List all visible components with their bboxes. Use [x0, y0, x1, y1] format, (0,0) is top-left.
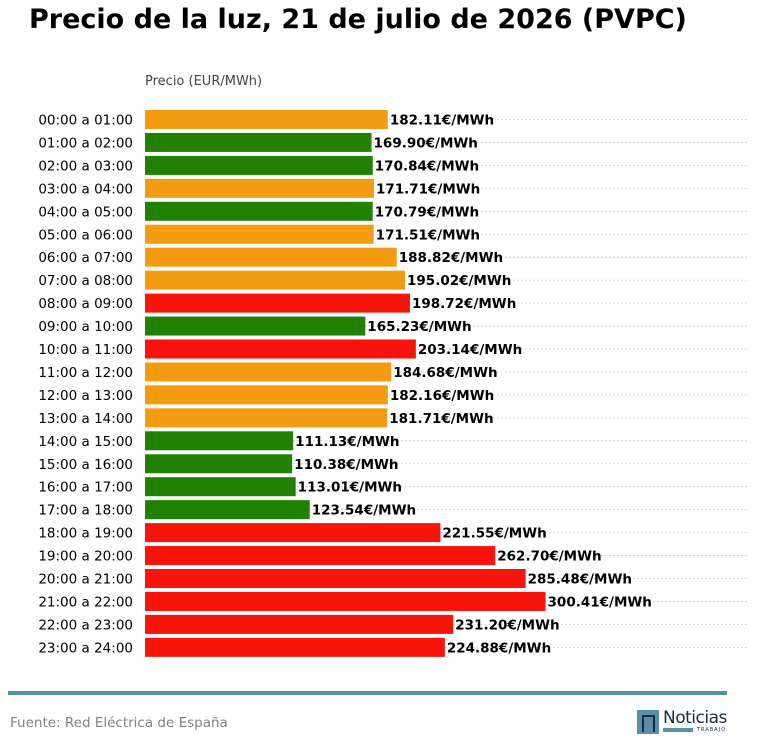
category-label: 06:00 a 07:00	[38, 250, 133, 266]
value-label: 171.51€/MWh	[376, 227, 480, 243]
value-label: 110.38€/MWh	[294, 457, 398, 473]
bar	[145, 155, 373, 175]
bar	[145, 477, 296, 497]
value-label: 171.71€/MWh	[376, 181, 480, 197]
category-label: 00:00 a 01:00	[38, 113, 133, 129]
bar	[145, 247, 397, 267]
category-label: 03:00 a 04:00	[38, 181, 133, 197]
value-label: 221.55€/MWh	[442, 526, 546, 542]
bar	[145, 201, 373, 221]
category-label: 19:00 a 20:00	[38, 549, 133, 565]
bar	[145, 224, 374, 244]
footer-divider	[8, 691, 727, 695]
category-label: 13:00 a 14:00	[38, 411, 133, 427]
category-label: 12:00 a 13:00	[38, 388, 133, 404]
value-label: 231.20€/MWh	[455, 617, 559, 633]
y-axis-label: Precio (EUR/MWh)	[145, 74, 263, 89]
category-label: 09:00 a 10:00	[38, 319, 133, 335]
category-label: 02:00 a 03:00	[38, 158, 133, 174]
value-label: 170.84€/MWh	[375, 158, 479, 174]
bar	[145, 385, 388, 405]
bar	[145, 637, 445, 657]
bar	[145, 293, 410, 313]
value-label: 198.72€/MWh	[412, 296, 516, 312]
category-label: 05:00 a 06:00	[38, 227, 133, 243]
value-label: 203.14€/MWh	[418, 342, 522, 358]
bar	[145, 178, 374, 198]
logo-wordmark: Noticias	[663, 708, 727, 728]
category-label: 23:00 a 24:00	[38, 640, 133, 656]
chart-title: Precio de la luz, 21 de julio de 2026 (P…	[29, 4, 687, 35]
category-label: 18:00 a 19:00	[38, 526, 133, 542]
bar	[145, 431, 294, 451]
bar	[145, 316, 366, 336]
bar	[145, 614, 454, 634]
bar	[145, 408, 388, 428]
category-label: 07:00 a 08:00	[38, 273, 133, 289]
value-label: 123.54€/MWh	[312, 503, 416, 519]
value-label: 184.68€/MWh	[393, 365, 497, 381]
value-label: 195.02€/MWh	[407, 273, 511, 289]
bar	[145, 362, 392, 382]
value-label: 188.82€/MWh	[399, 250, 503, 266]
bar	[145, 132, 372, 152]
value-label: 182.11€/MWh	[390, 113, 494, 129]
logo-icon	[637, 710, 659, 734]
category-label: 16:00 a 17:00	[38, 480, 133, 496]
bar-chart: 00:00 a 01:00 182.11€/MWh 01:00 a 02:00 169…	[38, 110, 748, 657]
bar	[145, 270, 406, 290]
bar	[145, 454, 293, 474]
category-label: 10:00 a 11:00	[38, 342, 133, 358]
bar	[145, 110, 388, 129]
noticias-trabajo-logo: Noticias TRABAJO	[637, 708, 729, 735]
value-label: 113.01€/MWh	[298, 480, 402, 496]
bar	[145, 523, 441, 543]
value-label: 262.70€/MWh	[497, 549, 601, 565]
category-label: 21:00 a 22:00	[38, 594, 133, 610]
logo-underline	[663, 728, 693, 732]
bar	[145, 569, 526, 588]
bar	[145, 591, 546, 611]
value-label: 285.48€/MWh	[528, 572, 632, 588]
category-label: 22:00 a 23:00	[38, 617, 133, 633]
category-label: 17:00 a 18:00	[38, 503, 133, 519]
category-label: 04:00 a 05:00	[38, 204, 133, 220]
category-label: 08:00 a 09:00	[38, 296, 133, 312]
value-label: 169.90€/MWh	[374, 135, 478, 151]
bar	[145, 546, 496, 566]
category-label: 20:00 a 21:00	[38, 572, 133, 588]
logo-subtext: TRABAJO	[697, 727, 727, 733]
category-label: 11:00 a 12:00	[38, 365, 133, 381]
value-label: 224.88€/MWh	[447, 640, 551, 656]
value-label: 181.71€/MWh	[389, 411, 493, 427]
category-label: 14:00 a 15:00	[38, 434, 133, 450]
bar	[145, 500, 310, 520]
value-label: 111.13€/MWh	[295, 434, 399, 450]
value-label: 300.41€/MWh	[548, 594, 652, 610]
value-label: 182.16€/MWh	[390, 388, 494, 404]
category-label: 15:00 a 16:00	[38, 457, 133, 473]
category-label: 01:00 a 02:00	[38, 135, 133, 151]
value-label: 165.23€/MWh	[367, 319, 471, 335]
bar	[145, 339, 416, 359]
source-note: Fuente: Red Eléctrica de España	[10, 715, 228, 731]
value-label: 170.79€/MWh	[375, 204, 479, 220]
